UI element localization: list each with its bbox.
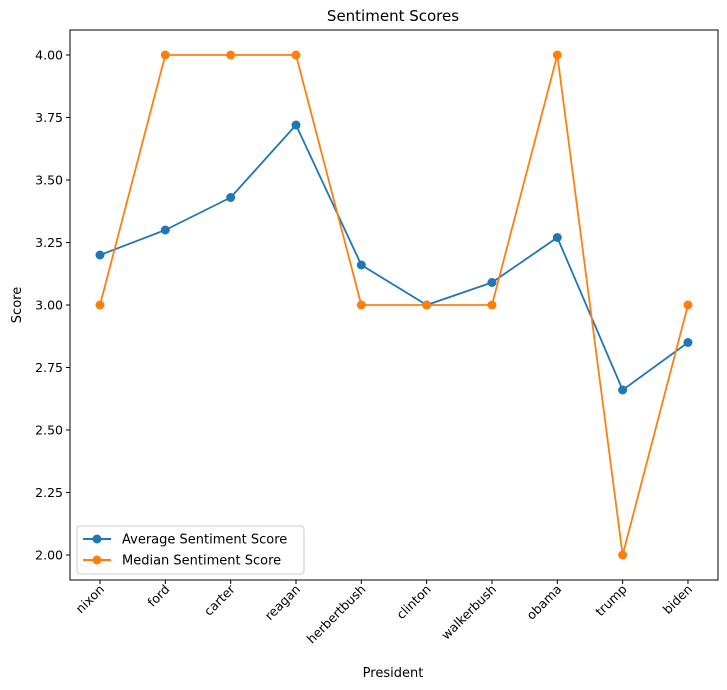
data-point <box>160 50 170 60</box>
data-point <box>226 50 236 60</box>
data-point <box>356 260 366 270</box>
x-tick-label: herbertbush <box>304 582 369 647</box>
data-point <box>683 300 693 310</box>
y-tick-label: 2.00 <box>35 548 63 563</box>
data-point <box>487 300 497 310</box>
y-tick-label: 3.00 <box>35 298 63 313</box>
x-axis-label: President <box>363 666 424 681</box>
x-tick-label: nixon <box>72 582 107 617</box>
y-tick-label: 4.00 <box>35 48 63 63</box>
series-average <box>95 120 693 395</box>
series-median <box>95 50 693 560</box>
x-axis: nixon ford carter reagan herbertbush clinton w… <box>72 580 695 646</box>
series-line <box>99 54 689 556</box>
data-point <box>552 50 562 60</box>
data-point <box>618 550 628 560</box>
legend-label-average: Average Sentiment Score <box>122 533 287 548</box>
x-tick-label: walkerbush <box>438 582 499 643</box>
data-point <box>422 300 432 310</box>
y-axis: 2.00 2.25 2.50 2.75 3.00 3.25 3.50 3.75 4.00 <box>35 48 70 563</box>
x-tick-label: ford <box>144 582 172 610</box>
x-tick-label: reagan <box>262 582 304 624</box>
series-line <box>99 124 689 391</box>
y-tick-label: 2.25 <box>35 485 63 500</box>
data-point <box>552 233 562 242</box>
data-point <box>95 300 105 310</box>
y-tick-label: 2.75 <box>35 360 63 375</box>
legend-marker-average <box>92 534 102 544</box>
data-point <box>95 250 105 260</box>
y-tick-label: 3.75 <box>35 110 63 125</box>
x-tick-label: clinton <box>393 582 433 622</box>
data-point <box>160 225 170 235</box>
legend: Average Sentiment Score Median Sentiment… <box>76 525 305 575</box>
legend-marker-median <box>92 555 102 565</box>
y-axis-label: Score <box>10 287 25 323</box>
y-tick-label: 3.25 <box>35 235 63 250</box>
data-point <box>618 385 628 395</box>
data-point <box>487 278 497 287</box>
y-tick-label: 2.50 <box>35 423 63 438</box>
data-point <box>291 50 301 60</box>
data-point <box>356 300 366 310</box>
x-tick-label: obama <box>523 582 564 623</box>
chart-title: Sentiment Scores <box>327 7 459 25</box>
y-tick-label: 3.50 <box>35 173 63 188</box>
series-layer <box>95 50 693 560</box>
legend-box <box>76 525 305 575</box>
x-tick-label: biden <box>660 582 695 617</box>
x-tick-label: trump <box>592 581 630 619</box>
x-tick-label: carter <box>201 581 239 619</box>
data-point <box>683 338 693 347</box>
data-point <box>291 120 301 130</box>
data-point <box>226 193 236 202</box>
legend-label-median: Median Sentiment Score <box>122 554 281 569</box>
